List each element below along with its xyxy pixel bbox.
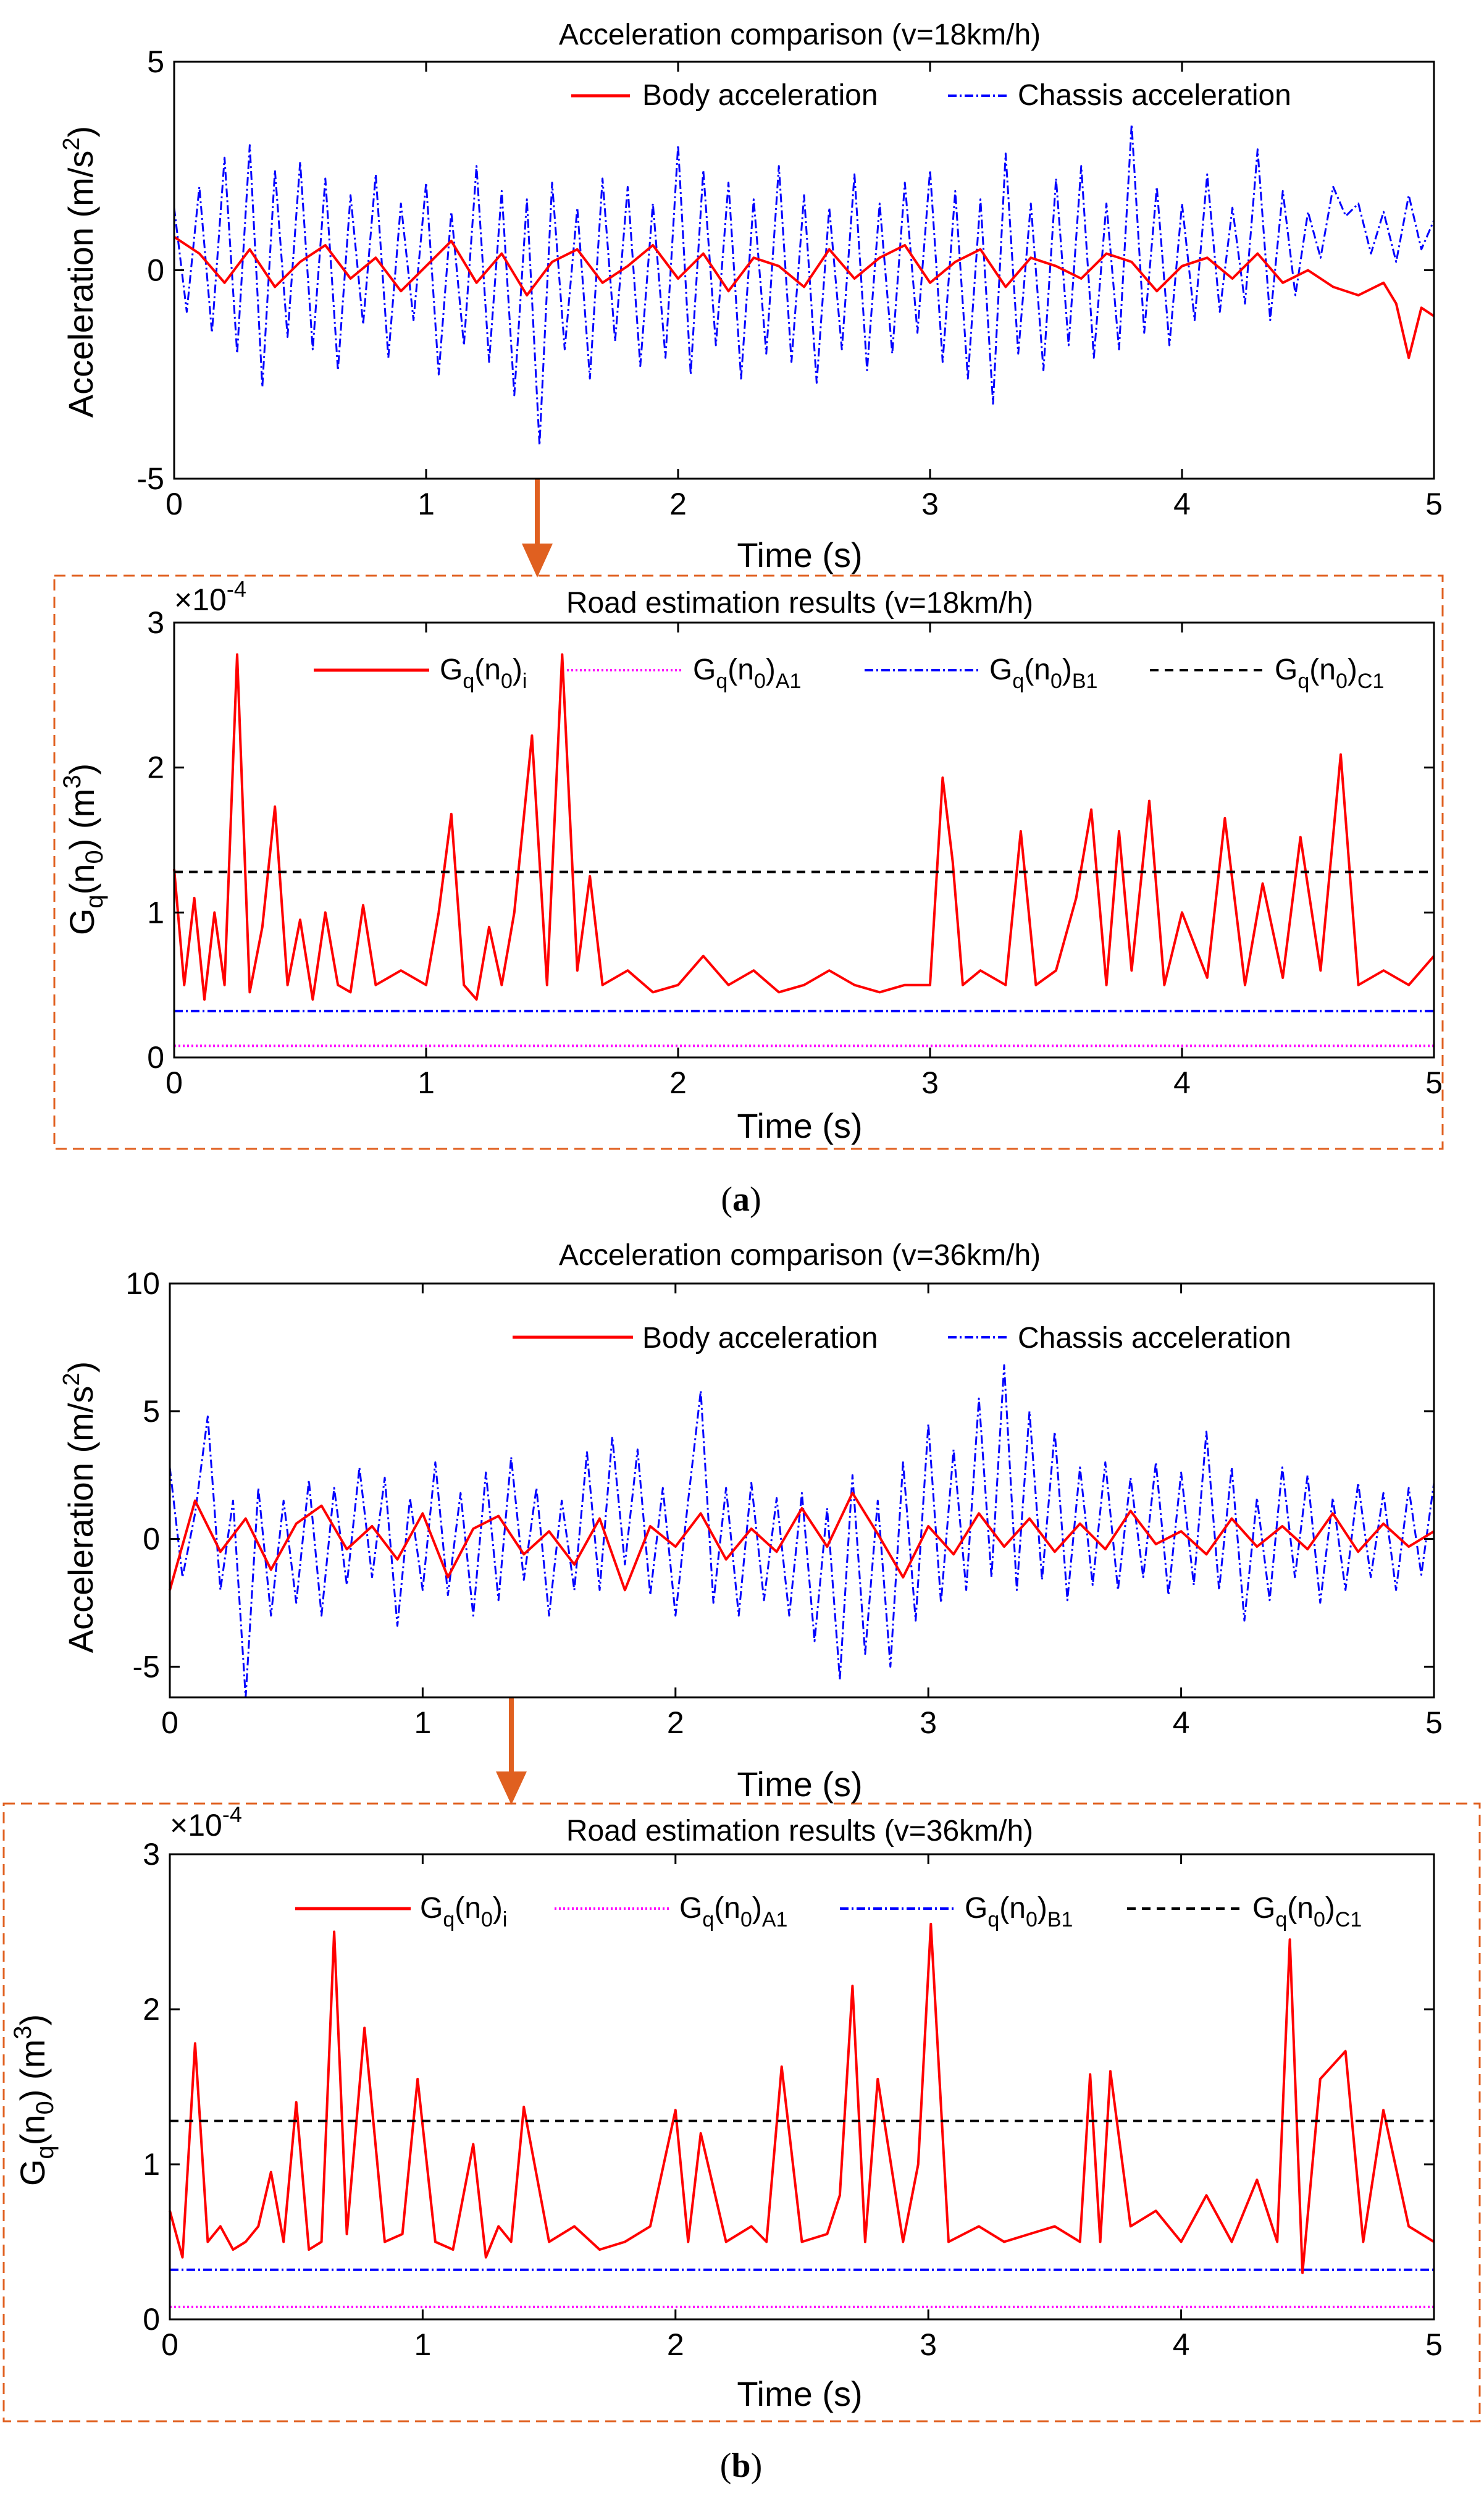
x-axis-label: Time (s) [737, 1106, 862, 1145]
x-tick-label: 3 [920, 1705, 937, 1740]
chart-title: Acceleration comparison (v=36km/h) [559, 1239, 1041, 1272]
x-tick-label: 1 [414, 2327, 431, 2362]
x-axis-label: Time (s) [737, 536, 862, 574]
series-body [169, 1492, 1435, 1592]
x-tick-label: 5 [1425, 2327, 1443, 2362]
y-tick-label: 1 [147, 895, 164, 930]
caption-b: (b) [720, 2447, 762, 2485]
x-tick-label: 3 [921, 1065, 939, 1100]
x-axis-label: Time (s) [737, 1765, 862, 1804]
y-tick-label: 1 [143, 2147, 160, 2182]
y-axis-label: Gq(n0) (m3) [59, 763, 108, 935]
y-tick-label: 5 [143, 1394, 160, 1429]
x-tick-label: 2 [667, 2327, 684, 2362]
series-chassis [173, 123, 1435, 447]
x-axis-label: Time (s) [737, 2374, 862, 2413]
x-tick-label: 0 [161, 2327, 178, 2362]
y-tick-label: -5 [133, 1649, 160, 1684]
x-tick-label: 0 [166, 1065, 183, 1100]
chart-road-18: 0 1 2 3 4 5 0 1 2 3 ×10-4 Road estimation result… [59, 576, 1443, 1145]
x-tick-label: 3 [920, 2327, 937, 2362]
legend-body: Body acceleration [642, 1322, 878, 1355]
x-tick-label: 1 [414, 1705, 431, 1740]
y-tick-label: 0 [143, 1522, 160, 1557]
x-tick-label: 5 [1425, 487, 1443, 521]
chart-road-36: 0 1 2 3 4 5 0 1 2 3 ×10-4 Road estimation result… [9, 1802, 1443, 2413]
legend-body: Body acceleration [642, 79, 878, 112]
x-tick-label: 2 [669, 1065, 687, 1100]
series-chassis [169, 1364, 1435, 1699]
legend: Body acceleration Chassis acceleration [506, 1316, 1414, 1359]
series-body [173, 235, 1435, 359]
arrow-b [496, 1697, 527, 1805]
legend: Gq(n0)i Gq(n0)A1 Gq(n0)B1 Gq(n0)C1 [295, 1892, 1362, 1931]
x-tick-label: 4 [1173, 487, 1191, 521]
legend-chassis: Chassis acceleration [1018, 1322, 1291, 1355]
chart-title: Road estimation results (v=36km/h) [566, 1815, 1033, 1847]
x-tick-label: 0 [161, 1705, 178, 1740]
legend-C1: Gq(n0)C1 [1275, 653, 1384, 693]
dashed-box-b [2, 1802, 1481, 2422]
series-estimate [173, 653, 1435, 1001]
x-tick-label: 1 [417, 1065, 435, 1100]
x-tick-label: 5 [1425, 1705, 1443, 1740]
legend: Gq(n0)i Gq(n0)A1 Gq(n0)B1 Gq(n0)C1 [314, 653, 1384, 693]
x-tick-label: 5 [1425, 1065, 1443, 1100]
x-tick-label: 3 [921, 487, 939, 521]
x-tick-label: 0 [166, 487, 183, 521]
y-tick-label: 0 [147, 1040, 164, 1075]
chart-title: Road estimation results (v=18km/h) [566, 587, 1033, 620]
y-tick-label: 0 [143, 2302, 160, 2337]
exponent-label: ×10-4 [174, 576, 246, 617]
y-tick-label: 0 [147, 253, 164, 288]
series-estimate [169, 1922, 1435, 2274]
y-tick-label: 3 [143, 1837, 160, 1872]
legend-C1: Gq(n0)C1 [1252, 1892, 1362, 1931]
x-tick-label: 4 [1173, 1705, 1190, 1740]
chart-title: Acceleration comparison (v=18km/h) [559, 19, 1041, 51]
caption-a: (a) [721, 1180, 761, 1219]
legend-chassis: Chassis acceleration [1018, 79, 1291, 112]
x-tick-label: 4 [1173, 1065, 1191, 1100]
y-tick-label: 10 [125, 1266, 160, 1301]
legend-i: Gq(n0)i [420, 1892, 507, 1931]
dashed-box-a [53, 574, 1444, 1150]
y-tick-label: -5 [137, 461, 164, 496]
y-axis-label: Gq(n0) (m3) [9, 2014, 59, 2186]
x-tick-label: 2 [669, 487, 687, 521]
y-tick-label: 3 [147, 605, 164, 640]
exponent-label: ×10-4 [170, 1802, 242, 1843]
arrow-a [522, 479, 553, 578]
legend-B1: Gq(n0)B1 [989, 653, 1097, 693]
y-axis-label: Acceleration (m/s2) [59, 1361, 100, 1653]
legend: Body acceleration Chassis acceleration [559, 73, 1411, 116]
x-tick-label: 2 [667, 1705, 684, 1740]
legend-A1: Gq(n0)A1 [693, 653, 801, 693]
x-tick-label: 4 [1173, 2327, 1190, 2362]
x-tick-label: 1 [417, 487, 435, 521]
y-axis-label: Acceleration (m/s2) [59, 126, 100, 418]
legend-i: Gq(n0)i [440, 653, 527, 693]
legend-B1: Gq(n0)B1 [965, 1892, 1073, 1931]
y-tick-label: 5 [147, 44, 164, 79]
y-tick-label: 2 [143, 1992, 160, 2027]
y-tick-label: 2 [147, 750, 164, 785]
legend-A1: Gq(n0)A1 [679, 1892, 787, 1931]
